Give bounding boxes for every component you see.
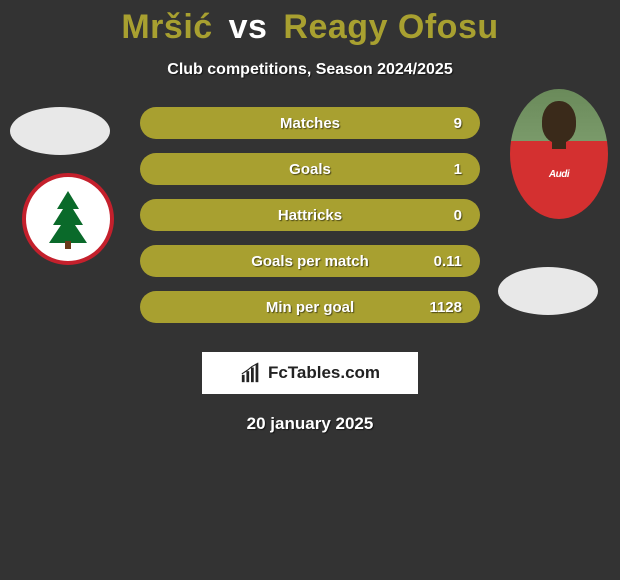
player-a-club-badge [22,173,114,265]
stat-value-right: 0 [454,207,462,224]
player-a-avatar-placeholder [10,107,110,155]
branding-text: FcTables.com [268,363,380,383]
bar-chart-icon [240,362,262,384]
stat-row-goals: Goals 1 [140,153,480,185]
player-b-photo: Audi [510,89,608,219]
comparison-title: Mršić vs Reagy Ofosu [0,0,620,47]
stat-label: Matches [280,115,340,132]
stats-area: Audi Matches 9 Goals 1 Hattricks 0 Goals… [0,107,620,347]
stat-label: Goals per match [251,253,369,270]
stat-value-right: 1 [454,161,462,178]
jersey-sponsor: Audi [549,169,569,180]
subtitle: Club competitions, Season 2024/2025 [0,61,620,79]
stat-row-goals-per-match: Goals per match 0.11 [140,245,480,277]
stat-label: Min per goal [266,299,354,316]
branding-name: FcTables [268,363,340,382]
stat-label: Hattricks [278,207,342,224]
title-player-a: Mršić [121,8,212,46]
stat-row-min-per-goal: Min per goal 1128 [140,291,480,323]
branding-box: FcTables.com [202,352,418,394]
player-b-neck [552,137,566,149]
stat-value-right: 9 [454,115,462,132]
stat-row-hattricks: Hattricks 0 [140,199,480,231]
player-b-club-placeholder [498,267,598,315]
title-player-b: Reagy Ofosu [283,8,498,46]
tree-icon [45,189,91,249]
branding-suffix: .com [340,363,380,382]
stat-rows: Matches 9 Goals 1 Hattricks 0 Goals per … [140,107,480,337]
stat-label: Goals [289,161,331,178]
snapshot-date: 20 january 2025 [0,414,620,434]
stat-value-right: 1128 [429,299,462,316]
stat-row-matches: Matches 9 [140,107,480,139]
title-vs: vs [229,8,268,46]
stat-value-right: 0.11 [434,253,462,270]
